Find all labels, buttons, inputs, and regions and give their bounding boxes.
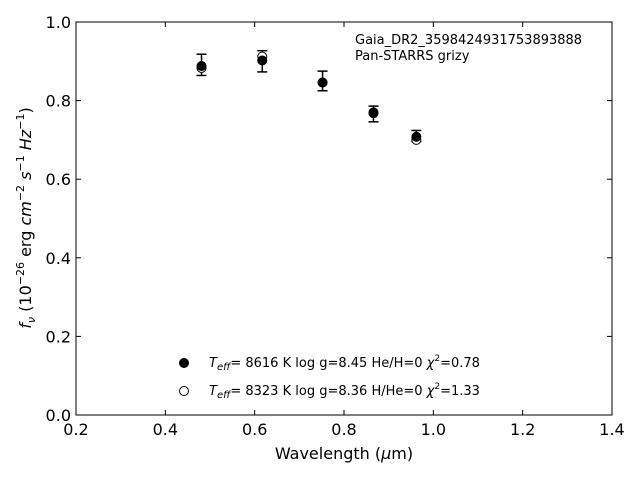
y-axis-title: fν (10−26 erg cm−2 s−1 Hz−1): [14, 107, 38, 328]
y-tick-label: 1.0: [46, 13, 71, 32]
x-tick-label: 0.8: [331, 420, 356, 439]
x-axis-title: Wavelength (μm): [275, 444, 413, 463]
x-tick-label: 0.4: [153, 420, 178, 439]
data-point-filled: [368, 107, 379, 118]
annotation-survey-name: Pan-STARRS grizy: [355, 49, 470, 64]
data-point-filled: [257, 55, 268, 66]
axis-ticks: 0.2 0.4 0.6 0.8 1.0 1.2 1.40.00.20.40.60.81.0: [46, 13, 625, 439]
x-tick-label: 1.4: [599, 420, 624, 439]
x-tick-label: 0.2: [63, 420, 88, 439]
legend-marker-open: [179, 386, 189, 396]
data-point-filled: [196, 61, 207, 72]
y-tick-label: 0.2: [46, 327, 71, 346]
x-tick-label: 0.6: [242, 420, 267, 439]
legend-marker-filled: [179, 358, 189, 368]
data-markers: [196, 51, 422, 145]
legend-text-model-1: Teff= 8616 K log g=8.45 He/H=0 χ2=0.78: [209, 354, 480, 373]
legend: Teff= 8616 K log g=8.45 He/H=0 χ2=0.78 T…: [179, 354, 480, 401]
y-tick-label: 0.6: [46, 170, 71, 189]
annotation-object-name: Gaia_DR2_3598424931753893888: [355, 33, 582, 48]
error-bars: [196, 49, 422, 143]
y-tick-label: 0.8: [46, 92, 71, 111]
data-point-filled: [411, 131, 422, 142]
y-tick-label: 0.0: [46, 406, 71, 425]
legend-text-model-2: Teff= 8323 K log g=8.36 H/He=0 χ2=1.33: [209, 382, 480, 401]
y-tick-label: 0.4: [46, 249, 71, 268]
x-tick-label: 1.0: [421, 420, 446, 439]
x-tick-label: 1.2: [510, 420, 535, 439]
data-point-filled: [317, 77, 328, 88]
